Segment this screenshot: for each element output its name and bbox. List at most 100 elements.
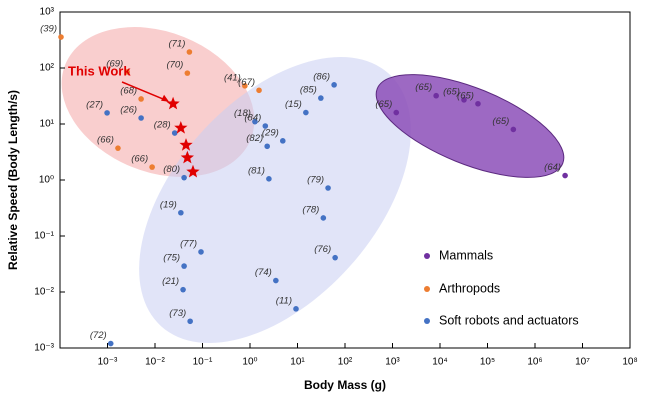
point [273,277,279,284]
point-label: (76) [314,244,331,255]
point-label: (65) [415,82,432,93]
point [264,143,270,150]
point [331,82,337,88]
annotation-arrow [121,81,168,102]
point-label: (73) [169,308,186,319]
point-label: (67) [238,77,255,88]
x-tick-label: 10¹ [290,357,305,368]
point [115,145,121,151]
point [178,209,184,216]
robot-region [139,57,411,343]
this-work-star [179,138,193,151]
point [252,118,258,125]
point-label: (65) [443,86,460,97]
point [293,306,299,312]
point-label: (82) [246,133,263,144]
point [433,92,439,99]
y-tick-label: 10¹ [40,119,55,130]
point [242,83,248,89]
point-label: (18) [234,108,251,119]
point [393,109,400,116]
point [303,109,309,116]
point [171,130,178,136]
point [320,215,327,221]
legend-label: Mammals [439,248,493,262]
point [279,138,286,144]
point [318,95,324,101]
point-label: (66) [131,154,148,165]
point-label: (15) [285,99,302,110]
point [138,96,144,102]
x-tick-label: 10⁻³ [98,357,118,368]
legend-marker [424,318,430,324]
point-label: (75) [163,253,180,264]
point-label: (27) [86,99,103,110]
point-label: (86) [313,71,330,82]
point [332,254,338,261]
point-label: (81) [248,165,265,176]
point-label: (85) [300,85,317,96]
point [187,318,193,325]
point [124,69,131,75]
point-label: (39) [40,24,57,35]
point-label: (65) [457,90,474,101]
point [198,249,204,255]
point [461,97,467,103]
legend-label: Soft robots and actuators [439,313,579,327]
point-label: (11) [276,295,292,306]
point-label: (21) [162,276,179,287]
point [149,164,155,170]
point-label: (41) [224,72,241,83]
point-label: (65) [375,99,392,110]
this-work-star [166,96,180,110]
point [180,286,186,293]
point-label: (74) [255,267,272,278]
point [181,174,187,181]
point-label: (68) [120,85,137,96]
y-tick-label: 10³ [40,7,55,18]
point [325,185,331,191]
x-tick-label: 10⁵ [480,357,495,368]
point-label: (84) [244,113,261,124]
y-axis-title: Relative Speed (Body Length/s) [6,90,20,270]
point [562,172,568,179]
point-label: (71) [168,39,185,50]
point-label: (72) [90,330,107,341]
point-label: (78) [302,204,319,215]
point [266,176,272,182]
y-tick-label: 10⁻³ [34,343,54,354]
point [184,70,191,76]
legend-label: Arthropods [439,281,500,295]
x-tick-label: 10⁰ [242,357,257,368]
point-label: (69) [106,58,123,69]
x-tick-label: 10³ [385,357,400,368]
x-tick-label: 10⁻¹ [193,357,213,368]
point [181,263,187,269]
point [138,115,144,121]
this-work-star [180,150,194,164]
y-tick-label: 10⁰ [39,175,54,186]
point [262,123,269,129]
x-tick-label: 10² [338,357,353,368]
point-label: (64) [544,162,561,173]
legend-marker [424,253,430,259]
point [510,126,517,133]
point [475,100,481,107]
point [107,340,114,347]
point-label: (29) [262,127,279,138]
this-work-star [174,121,188,134]
this-work-star [186,164,200,178]
x-tick-label: 10⁻² [145,357,165,368]
point-label: (26) [120,105,137,116]
regions [61,27,565,343]
legend-marker [424,286,430,292]
mammal-region [375,74,565,178]
x-tick-label: 10⁴ [432,357,447,368]
point-label: (19) [160,199,177,210]
x-tick-label: 10⁶ [527,357,542,368]
y-tick-label: 10² [40,63,55,74]
point-label: (70) [166,60,183,71]
x-tick-label: 10⁸ [622,357,637,368]
x-axis-title: Body Mass (g) [304,378,386,392]
annotation: This Work [68,63,131,78]
